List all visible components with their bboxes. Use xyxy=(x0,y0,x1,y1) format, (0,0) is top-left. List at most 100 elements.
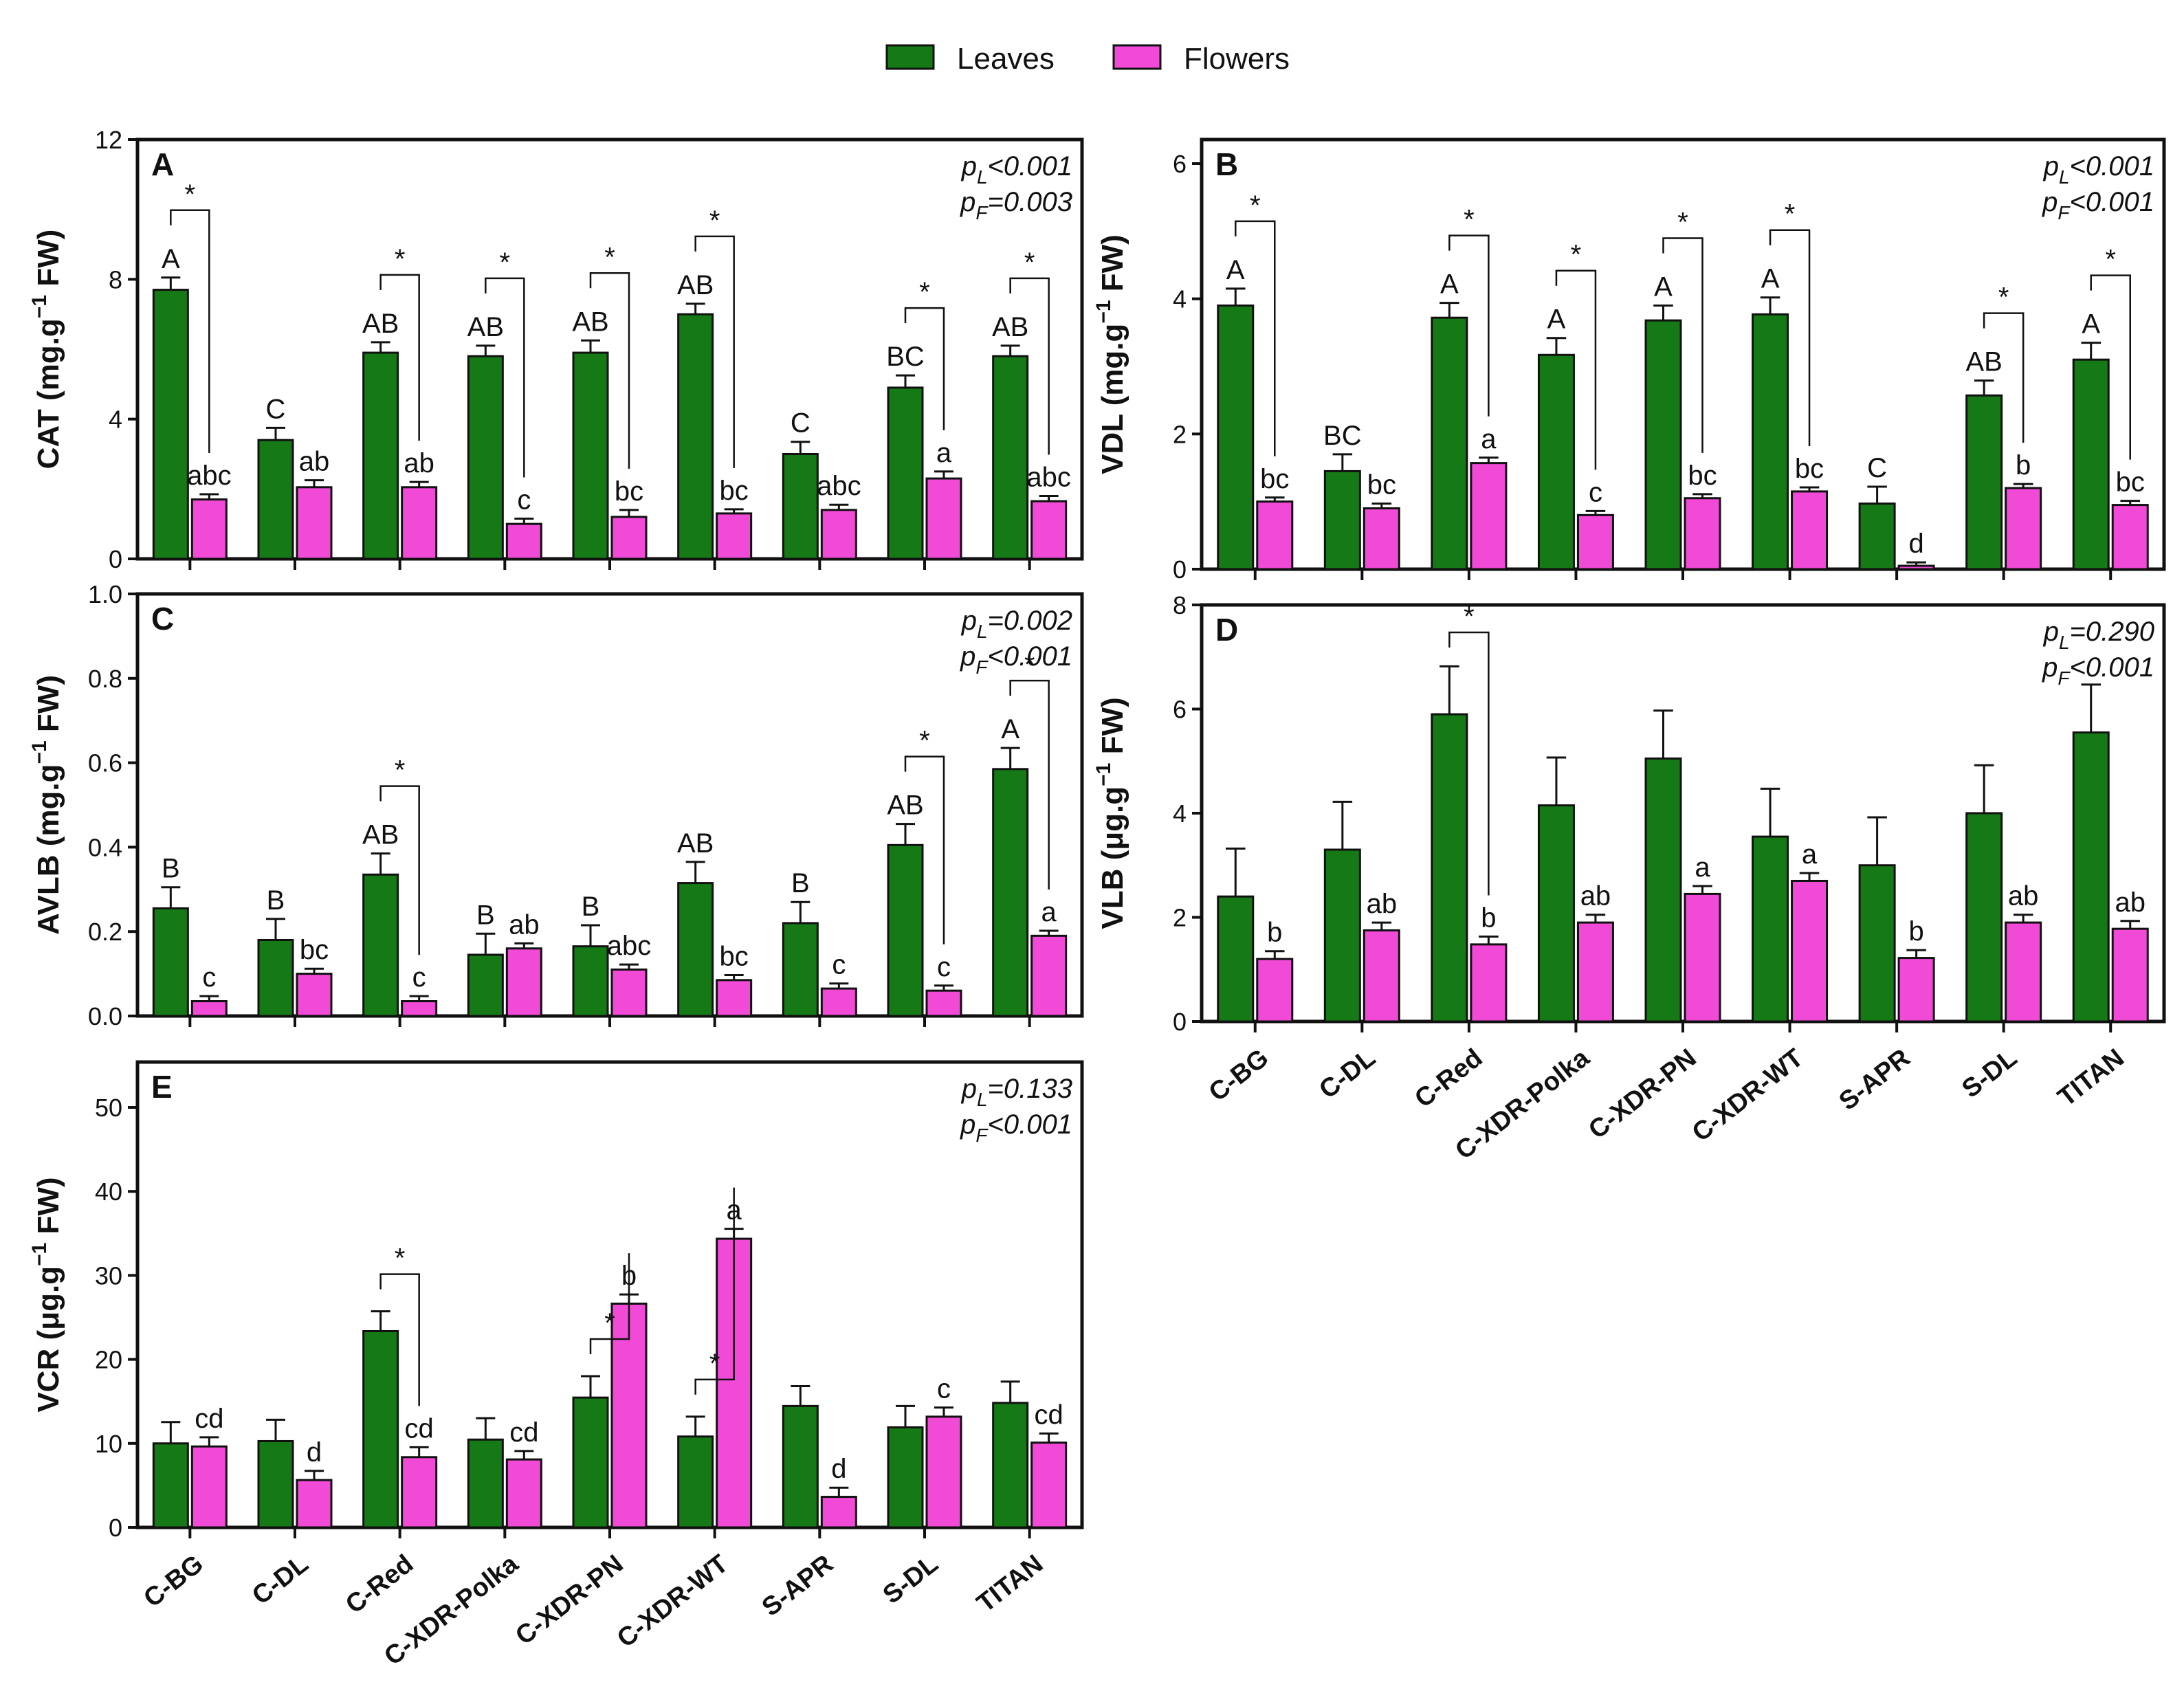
significance-bracket xyxy=(589,272,630,469)
flowers-bar xyxy=(925,989,962,1017)
y-axis-label-main: VCR (μg.g xyxy=(32,1266,65,1413)
flowers-bar xyxy=(296,486,333,560)
stat-subscript: F xyxy=(2058,202,2071,223)
y-axis-label-superscript: −1 xyxy=(28,295,51,318)
category-group: AB bc * xyxy=(677,206,753,570)
category-group: Abc * xyxy=(2072,245,2149,580)
stat-value: <0.001 xyxy=(2070,151,2154,181)
significance-letter: BC xyxy=(1323,421,1362,451)
stat-subscript: L xyxy=(2059,632,2070,653)
significance-letter: c xyxy=(412,962,426,993)
legend: Leaves Flowers xyxy=(885,42,1290,76)
panel-label: B xyxy=(1215,146,1238,182)
category-group: b S-APR xyxy=(1834,816,1935,1116)
significance-letter: cd xyxy=(1035,1400,1063,1430)
significance-bracket xyxy=(694,235,735,468)
flowers-bar xyxy=(1363,929,1400,1023)
leaves-bar xyxy=(1752,835,1789,1023)
flowers-bar xyxy=(190,1445,228,1529)
significance-star: * xyxy=(709,1349,720,1379)
leaves-bar xyxy=(1431,713,1468,1023)
significance-bracket xyxy=(1983,312,2025,443)
leaves-bar xyxy=(152,1442,189,1529)
significance-letter: bc xyxy=(720,941,749,971)
category-group: AB bc xyxy=(677,828,753,1027)
significance-letter: AB xyxy=(362,309,399,339)
stat-prefix: p xyxy=(2043,151,2059,181)
flowers-bar xyxy=(505,522,542,560)
significance-letter: B xyxy=(476,900,495,930)
stat-value: =0.133 xyxy=(988,1074,1072,1104)
flowers-bar xyxy=(610,968,648,1017)
legend-label-flowers: Flowers xyxy=(1184,42,1290,76)
significance-bracket xyxy=(485,277,525,478)
category-group: Bc xyxy=(782,868,857,1027)
stat-prefix: p xyxy=(2042,652,2058,683)
flowers-bar xyxy=(296,973,333,1017)
category-group: AB c * xyxy=(362,755,438,1027)
significance-letter: bc xyxy=(1688,461,1717,491)
category-group: BC a * xyxy=(886,277,962,570)
significance-letter: abc xyxy=(607,931,652,961)
flowers-bar xyxy=(190,1000,228,1017)
y-axis-label-main: AVLB (mg.g xyxy=(32,764,65,936)
leaves-bar xyxy=(1644,319,1682,571)
y-tick-label: 2 xyxy=(1173,420,1187,448)
stat-subscript: L xyxy=(2059,166,2070,188)
flowers-bar xyxy=(1256,958,1294,1023)
leaves-bar xyxy=(1323,469,1361,571)
significance-letter: d xyxy=(307,1437,322,1468)
flowers-bar xyxy=(1684,892,1721,1023)
significance-letter: bc xyxy=(1367,470,1396,500)
leaves-bar xyxy=(782,453,819,560)
y-axis-label-unit: FW) xyxy=(32,1177,65,1242)
significance-letter: cd xyxy=(195,1404,223,1434)
y-axis-label-superscript: −1 xyxy=(1092,763,1115,786)
stat-subscript: L xyxy=(977,621,988,642)
flowers-bar xyxy=(1363,507,1400,571)
stat-prefix: p xyxy=(961,606,977,636)
flowers-bar xyxy=(401,1456,438,1529)
stat-annotation: pL=0.002 xyxy=(961,606,1072,642)
x-category-label: S-DL xyxy=(1956,1043,2022,1104)
leaves-bar xyxy=(572,1396,609,1529)
flowers-bar xyxy=(716,512,753,560)
panel-c: 0.0 0.2 0.4 0.6 0.8 1.0 AVLB (mg.g−1 FW) C pL=0.… xyxy=(28,580,1084,1030)
leaves-bar xyxy=(257,938,294,1017)
x-category-label: TITAN xyxy=(2053,1043,2130,1112)
significance-letter: AB xyxy=(1965,347,2002,377)
significance-bracket xyxy=(1009,277,1050,455)
y-tick-label: 0.2 xyxy=(88,918,122,946)
leaves-bar xyxy=(467,1438,504,1529)
x-category-label: C-XDR-WT xyxy=(612,1549,733,1653)
y-tick-label: 4 xyxy=(109,406,122,434)
significance-letter: c xyxy=(517,485,531,516)
leaves-bar xyxy=(677,313,714,560)
significance-letter: C xyxy=(1867,453,1887,483)
significance-letter: ab xyxy=(1580,881,1611,911)
significance-bracket xyxy=(170,209,210,453)
significance-bracket xyxy=(379,274,420,441)
flowers-bar xyxy=(1897,957,1935,1023)
y-tick-label: 4 xyxy=(1173,799,1187,828)
category-group: AB abc * xyxy=(992,247,1071,570)
flowers-bar xyxy=(1897,564,1935,571)
significance-letter: AB xyxy=(572,307,608,337)
category-group: c S-DL xyxy=(878,1374,962,1610)
significance-letter: c xyxy=(1589,477,1602,507)
significance-letter: ab xyxy=(2115,887,2146,918)
significance-letter: ab xyxy=(2008,881,2039,911)
significance-letter: abc xyxy=(187,461,232,491)
significance-letter: A xyxy=(1440,269,1459,300)
significance-letter: A xyxy=(1654,272,1673,302)
y-tick-label: 0 xyxy=(1173,555,1187,584)
x-category-label: C-XDR-PN xyxy=(510,1549,628,1650)
significance-letter: c xyxy=(937,1374,951,1404)
x-category-label: S-APR xyxy=(1834,1043,1916,1116)
y-axis-label-main: VDL (mg.g xyxy=(1096,324,1129,474)
y-axis-label-unit: FW) xyxy=(32,230,65,295)
significance-bracket xyxy=(2090,274,2131,460)
flowers-bar xyxy=(610,1303,648,1529)
leaves-bar xyxy=(152,289,189,560)
significance-letter: a xyxy=(1041,897,1057,927)
